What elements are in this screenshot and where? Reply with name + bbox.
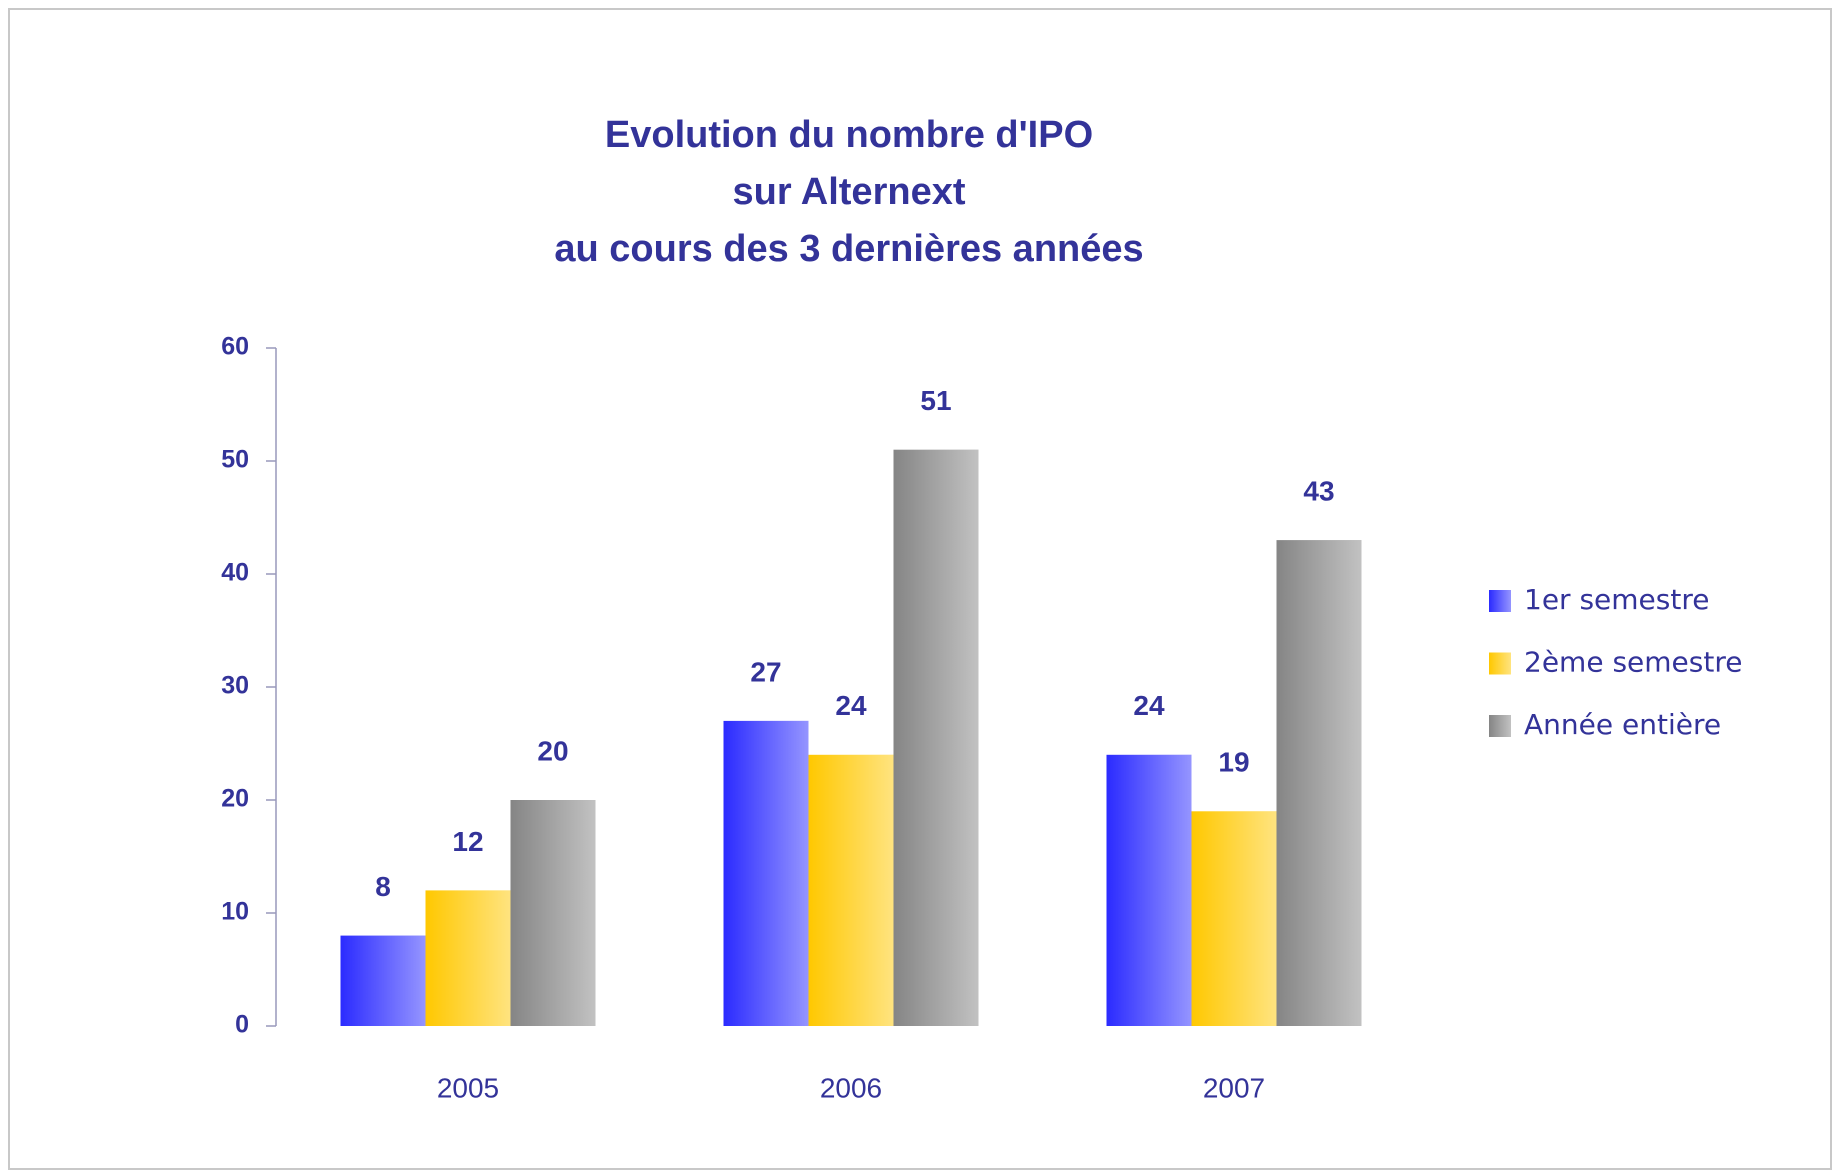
bar-shine [1191,811,1277,1026]
legend-swatch-shine [1489,715,1511,737]
bar-shine [340,935,426,1026]
y-tick-label: 60 [221,333,249,361]
legend-label: 1er semestre [1524,583,1709,616]
x-tick-label: 2006 [820,1072,882,1103]
legend-label: 2ème semestre [1524,646,1742,679]
data-label: 24 [1133,690,1165,721]
chart-title: sur Alternext [733,171,966,213]
y-tick-label: 30 [221,672,249,700]
bar-shine [510,800,596,1026]
bar-shine [425,890,511,1026]
y-tick-label: 10 [221,898,249,926]
legend-swatch-shine [1489,652,1511,675]
data-label: 8 [375,871,391,902]
chart-title: Evolution du nombre d'IPO [605,114,1093,156]
y-tick-label: 20 [221,785,249,813]
y-tick-label: 40 [221,559,249,587]
frame [8,8,1832,1170]
data-label: 43 [1303,475,1334,506]
data-label: 12 [452,826,483,857]
bar-shine [893,449,979,1026]
y-tick-label: 0 [235,1011,249,1039]
x-tick-label: 2005 [437,1072,499,1103]
data-label: 20 [537,735,568,766]
legend-swatch-shine [1489,590,1511,612]
y-tick-label: 50 [221,446,249,474]
legend-label: Année entière [1524,708,1721,741]
bar-shine [723,720,809,1026]
data-label: 19 [1218,747,1249,778]
data-label: 27 [750,656,781,687]
bar-shine [808,754,894,1026]
x-tick-label: 2007 [1203,1072,1265,1103]
data-label: 51 [920,385,951,416]
chart-title: au cours des 3 dernières années [554,228,1143,270]
data-label: 24 [835,690,867,721]
bar-shine [1106,754,1192,1026]
bar-shine [1276,540,1362,1026]
